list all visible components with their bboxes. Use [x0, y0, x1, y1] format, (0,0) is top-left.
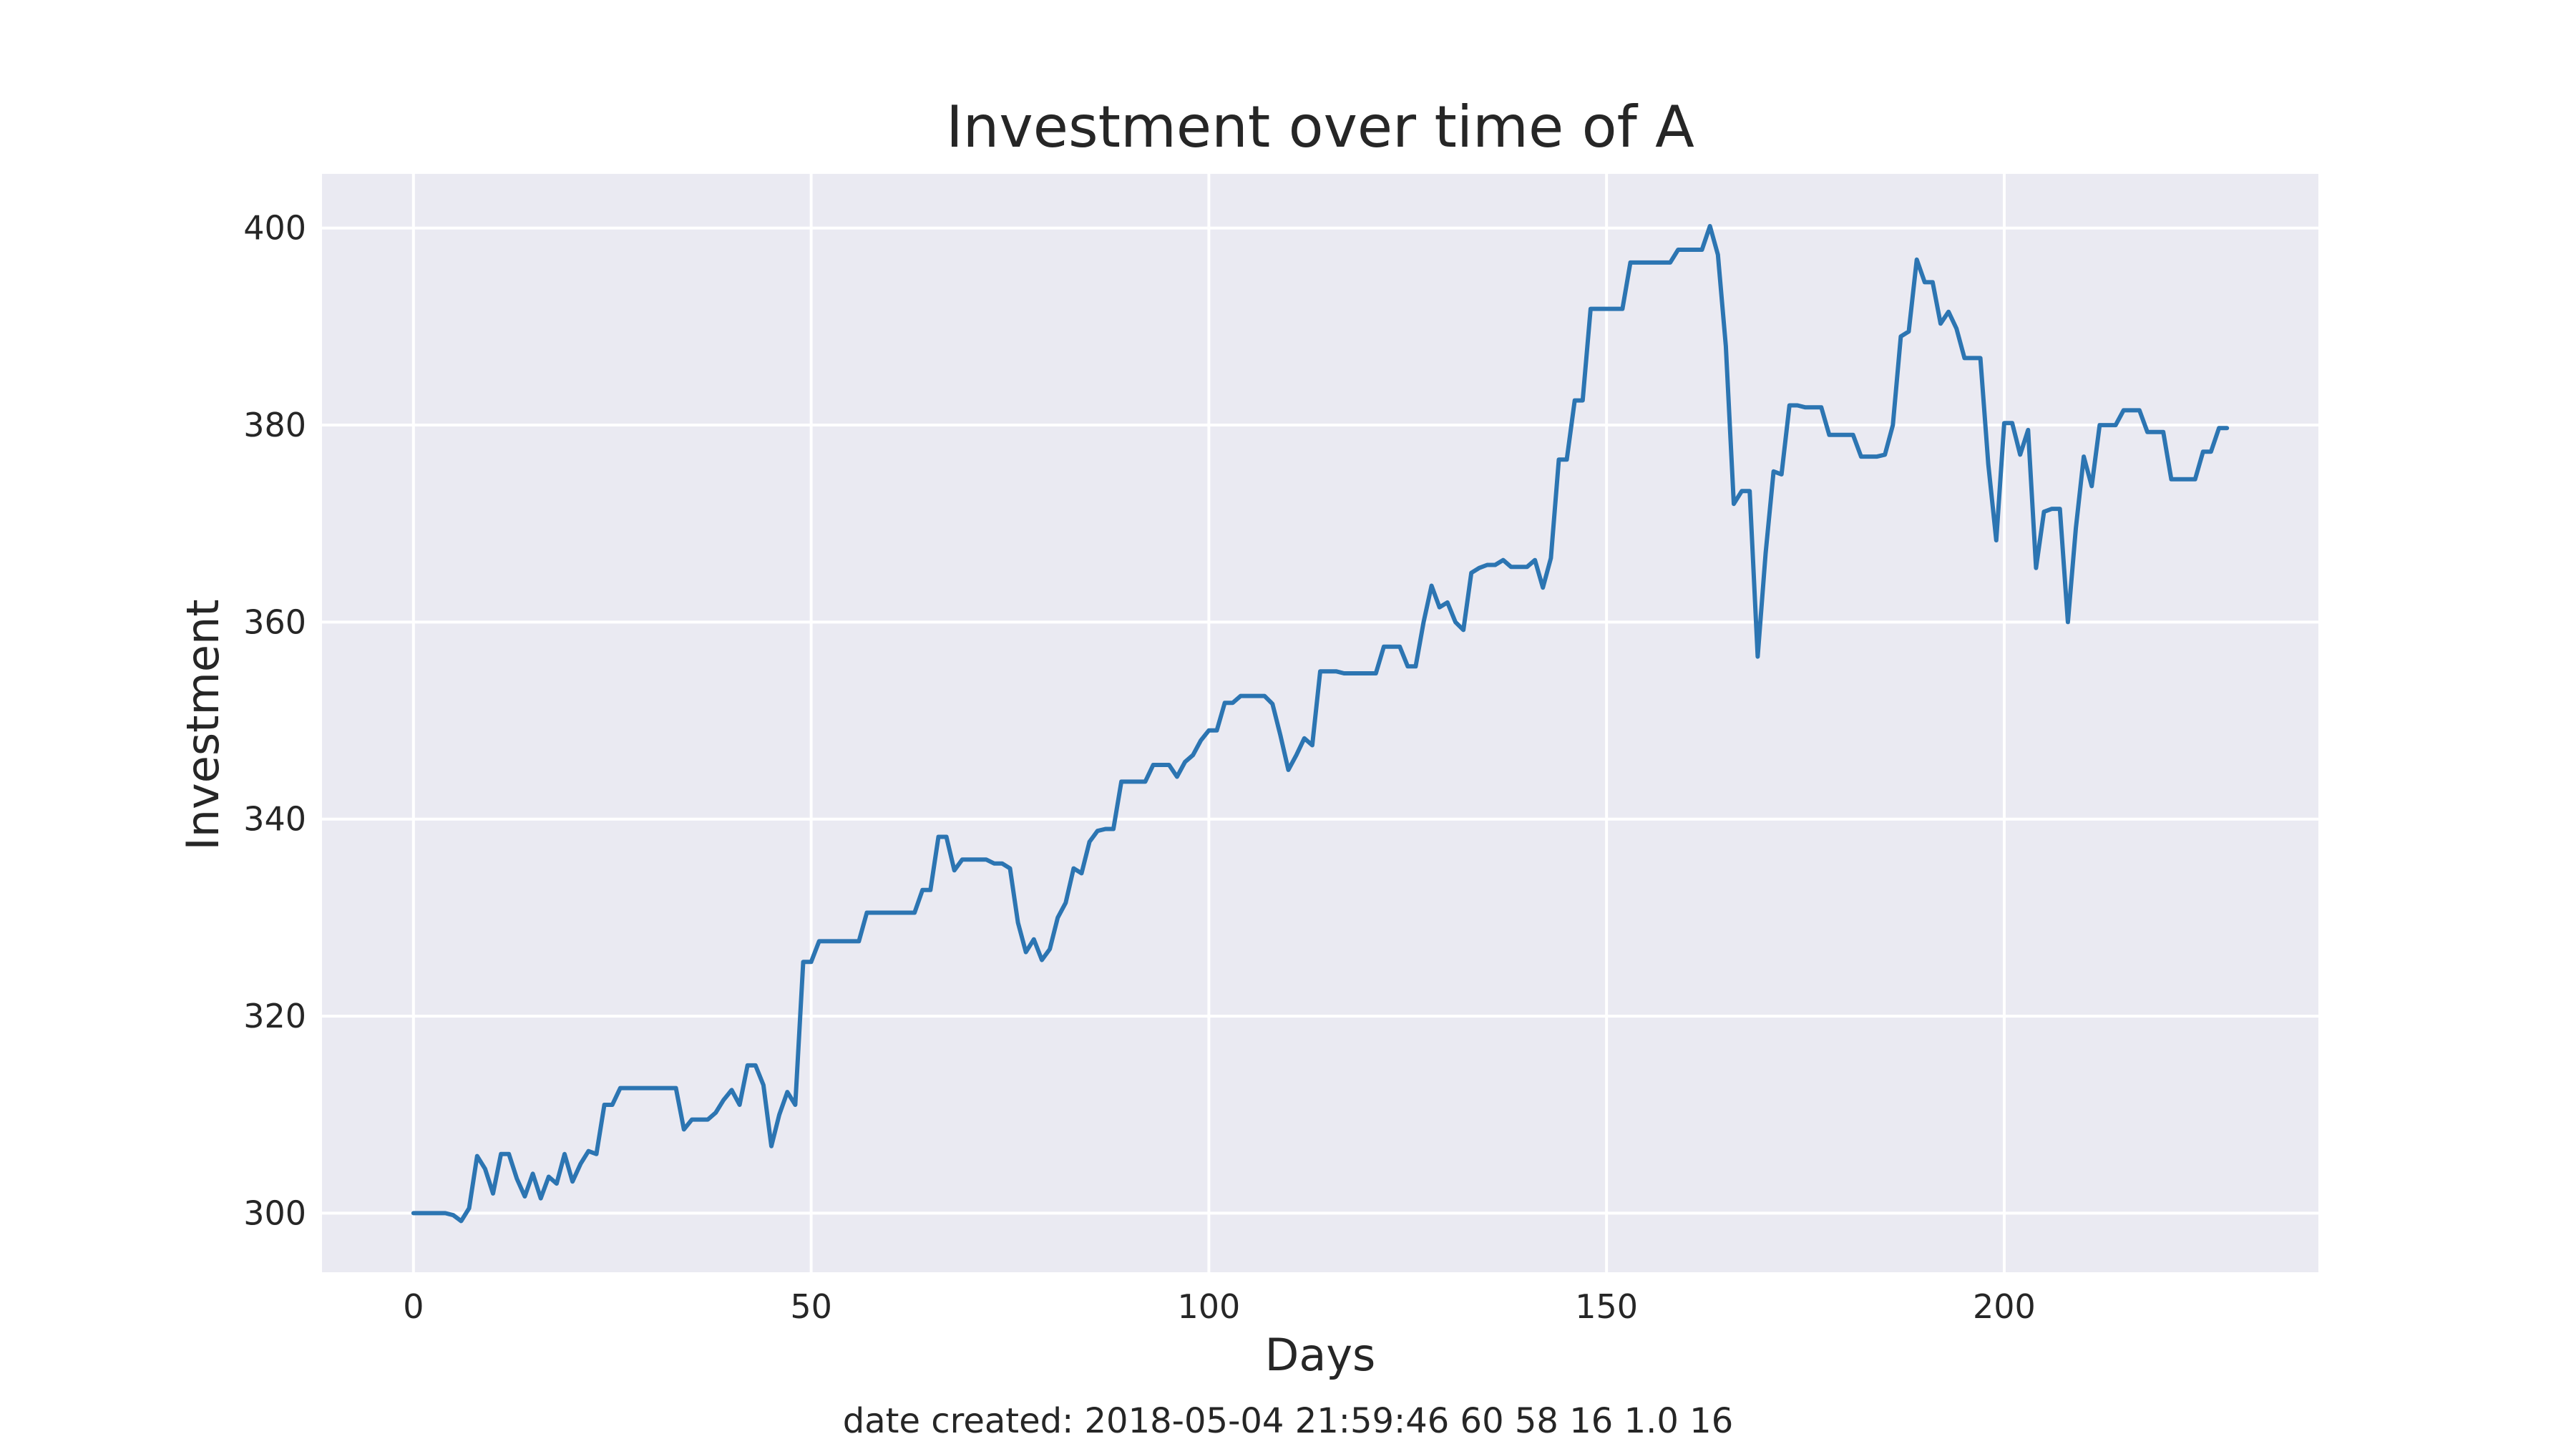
y-axis-label: Investment — [177, 599, 229, 850]
x-tick-label: 50 — [790, 1287, 832, 1326]
x-tick-label: 200 — [1973, 1287, 2036, 1326]
series-layer — [411, 224, 2230, 1224]
plot-area — [322, 174, 2318, 1272]
x-tick-label: 100 — [1177, 1287, 1240, 1326]
y-tick-label: 300 — [243, 1194, 306, 1232]
chart-title: Investment over time of A — [946, 94, 1694, 160]
y-tick-label: 380 — [243, 406, 306, 444]
x-axis-label: Days — [1265, 1329, 1376, 1381]
x-tick-label: 0 — [403, 1287, 424, 1326]
y-tick-label: 360 — [243, 602, 306, 641]
x-tick-label: 150 — [1575, 1287, 1638, 1326]
y-tick-label: 340 — [243, 800, 306, 839]
footer-date-created: date created: 2018-05-04 21:59:46 60 58 … — [843, 1401, 1733, 1441]
tick-labels: 0 50 100 150 200 300 320 340 360 380 400 — [243, 209, 2036, 1326]
y-tick-label: 320 — [243, 997, 306, 1035]
y-tick-label: 400 — [243, 209, 306, 248]
series-line-0 — [411, 224, 2230, 1224]
